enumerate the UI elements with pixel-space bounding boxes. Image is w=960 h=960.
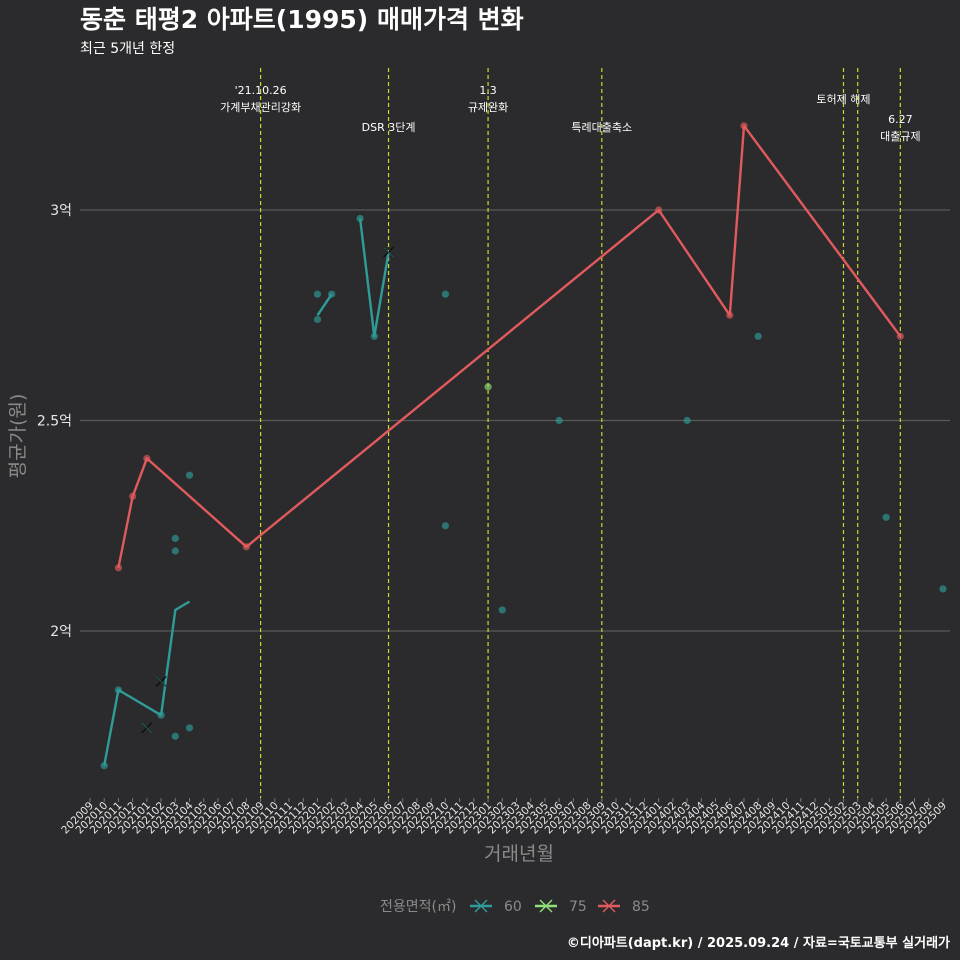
data-point-60 <box>441 522 450 530</box>
data-point-60 <box>171 534 179 542</box>
data-point-60 <box>683 416 691 425</box>
legend-label: 60 <box>504 899 522 915</box>
data-point-85 <box>896 332 904 340</box>
data-point-60 <box>328 290 336 298</box>
y-tick-label: 2.5억 <box>37 414 72 430</box>
series-line-60 <box>316 293 333 316</box>
y-tick-labels: 2억 2.5억 3억 <box>37 203 72 640</box>
y-tick-label: 2억 <box>50 624 72 640</box>
data-point-60 <box>171 547 179 555</box>
data-point-85 <box>143 454 151 462</box>
data-point-85 <box>655 206 663 214</box>
event-label: DSR 3단계 <box>362 121 416 134</box>
chart-title: 동춘 태평2 아파트(1995) 매매가격 변화 <box>80 5 524 34</box>
data-point-60 <box>754 332 762 340</box>
data-point-75 <box>484 383 492 391</box>
legend-entry-85: 85 <box>598 899 650 915</box>
data-point-60 <box>313 290 322 298</box>
x-marker-60 <box>141 722 153 734</box>
event-label: 6.27 <box>888 113 913 126</box>
chart-subtitle: 최근 5개년 한정 <box>80 41 175 57</box>
x-axis-title: 거래년월 <box>484 843 554 865</box>
x-marker-60 <box>383 246 395 258</box>
legend-entry-75: 75 <box>535 899 587 915</box>
data-point-60 <box>313 315 322 324</box>
legend-entry-60: 60 <box>470 899 522 915</box>
data-point-60 <box>185 471 194 479</box>
data-point-60 <box>939 585 947 593</box>
data-point-85 <box>726 311 734 319</box>
y-grid <box>80 209 950 632</box>
data-point-60 <box>356 214 364 223</box>
source-caption: ©디아파트(dapt.kr) / 2025.09.24 / 자료=국토교통부 실… <box>567 935 950 951</box>
event-label: 토허제 해제 <box>816 92 870 106</box>
legend-label: 85 <box>632 899 650 915</box>
data-point-85 <box>740 122 748 130</box>
data-point-60 <box>441 290 450 298</box>
event-label: 1.3 <box>479 84 497 97</box>
event-label: 특례대출축소 <box>571 121 632 134</box>
data-point-60 <box>370 332 378 340</box>
event-label: 규제완화 <box>468 101 508 114</box>
data-point-60 <box>157 711 165 719</box>
data-point-85 <box>114 564 123 572</box>
legend-title: 전용면적(㎡) <box>380 899 456 915</box>
series-points <box>100 122 947 770</box>
data-point-60 <box>555 416 563 425</box>
data-point-85 <box>242 543 250 551</box>
y-axis-title: 평균가(원) <box>7 394 29 479</box>
data-point-85 <box>129 492 137 500</box>
series-line-85 <box>117 124 902 569</box>
legend-label: 75 <box>569 899 587 915</box>
data-point-60 <box>114 686 123 694</box>
data-point-60 <box>185 724 194 732</box>
event-label: 대출규제 <box>880 130 920 143</box>
event-label: 가계부채관리강화 <box>220 101 301 114</box>
event-label: '21.10.26 <box>235 84 287 97</box>
data-point-60 <box>882 513 890 521</box>
data-point-60 <box>498 606 506 614</box>
legend: 전용면적(㎡) 60 75 85 <box>380 899 650 915</box>
y-tick-label: 3억 <box>50 203 72 219</box>
x-marker-60 <box>155 676 167 687</box>
data-point-60 <box>100 762 108 770</box>
data-point-60 <box>171 732 179 740</box>
